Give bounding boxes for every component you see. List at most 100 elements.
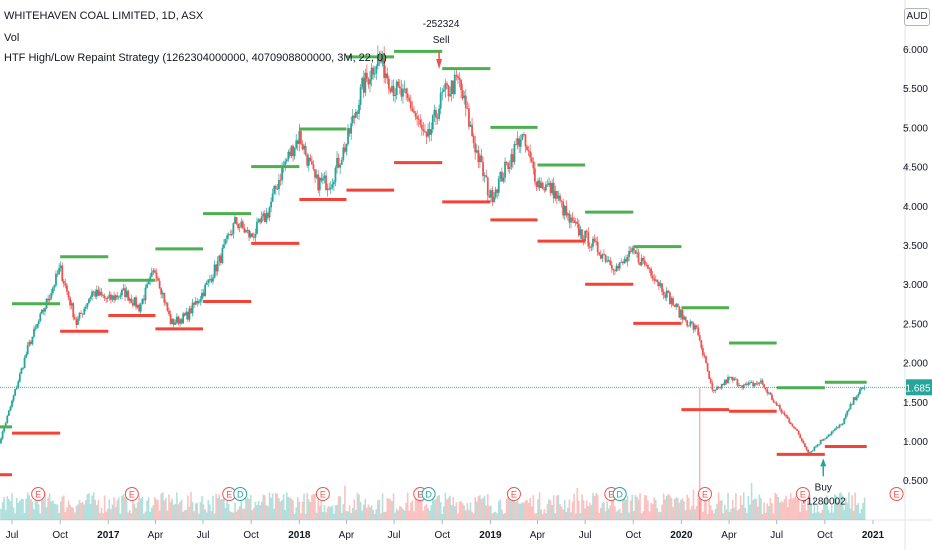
event-label: E: [608, 490, 614, 500]
candle-body: [196, 301, 199, 304]
candle-body: [540, 182, 543, 188]
volume-bar: [538, 492, 541, 520]
candle-body: [130, 298, 133, 304]
candle-body: [224, 238, 227, 245]
volume-bar: [238, 506, 241, 520]
candle-body: [734, 378, 737, 380]
candle-body: [81, 313, 84, 315]
candle-body: [160, 288, 163, 295]
candle-body: [194, 301, 197, 305]
candle-body: [419, 119, 422, 125]
volume-bar: [367, 504, 370, 520]
volume-bar: [422, 510, 425, 520]
candle-body: [504, 161, 506, 178]
candle-body: [449, 94, 451, 97]
volume-bar: [816, 503, 819, 520]
volume-bar: [122, 493, 125, 520]
volume-bar: [543, 509, 546, 520]
candle-body: [738, 385, 740, 386]
earnings-marker[interactable]: E: [795, 487, 810, 501]
volume-bar: [607, 508, 610, 520]
volume-bar: [464, 510, 467, 520]
dividend-marker[interactable]: D: [233, 487, 248, 501]
candle-body: [155, 272, 158, 279]
volume-bar: [730, 508, 732, 520]
volume-bar: [625, 499, 627, 520]
candle-body: [700, 340, 703, 349]
candle-body: [628, 250, 630, 258]
volume-bar: [41, 495, 43, 520]
candle-body: [469, 124, 472, 127]
candle-body: [345, 143, 348, 152]
candle-body: [227, 234, 230, 236]
candle-body: [110, 294, 112, 300]
volume-bar: [680, 499, 682, 520]
candle-body: [675, 303, 678, 307]
earnings-marker[interactable]: E: [31, 487, 46, 501]
dividend-marker[interactable]: D: [421, 487, 436, 501]
candle-body: [237, 224, 240, 229]
candle-body: [315, 174, 318, 178]
volume-bar: [28, 495, 31, 520]
volume-bar: [91, 495, 93, 520]
currency-button[interactable]: AUD: [904, 8, 930, 26]
volume-bar: [651, 504, 654, 520]
candle-body: [234, 217, 236, 224]
volume-bar: [659, 511, 662, 520]
candle-body: [97, 289, 100, 296]
candle-body: [317, 174, 320, 191]
candle-body: [656, 279, 659, 283]
candle-body: [267, 212, 269, 218]
volume-bar: [827, 509, 830, 520]
candle-body: [29, 341, 32, 344]
earnings-marker[interactable]: E: [124, 487, 139, 501]
candle-body: [604, 254, 607, 262]
volume-bar: [249, 495, 252, 520]
volume-bar: [753, 498, 756, 520]
candle-body: [204, 284, 207, 297]
volume-bar: [64, 512, 67, 520]
volume-bar: [179, 501, 181, 520]
earnings-marker[interactable]: E: [889, 487, 904, 501]
volume-bar: [267, 506, 269, 520]
candle-body: [579, 229, 582, 236]
candle-body: [789, 422, 792, 425]
x-tick-label: Jul: [770, 530, 783, 541]
volume-bar: [348, 505, 351, 520]
candle-body: [458, 77, 461, 80]
candle-body: [230, 233, 233, 236]
volume-bar: [851, 495, 853, 520]
candle-body: [89, 297, 92, 300]
volume-bar: [771, 503, 773, 520]
volume-bar: [532, 495, 535, 520]
volume-bar: [779, 502, 781, 520]
volume-bar: [66, 507, 68, 520]
candle-body: [546, 184, 549, 186]
volume-bar: [724, 504, 726, 520]
candle-body: [714, 389, 717, 391]
dividend-marker[interactable]: D: [612, 487, 627, 501]
candle-body: [113, 295, 115, 300]
candle-body: [491, 190, 494, 203]
volume-bar: [147, 497, 150, 520]
earnings-marker[interactable]: E: [506, 487, 521, 501]
candle-body: [648, 268, 651, 270]
candle-body: [422, 129, 425, 132]
earnings-marker[interactable]: E: [315, 487, 330, 501]
candle-body: [457, 75, 459, 78]
volume-bar: [366, 507, 368, 520]
candle-body: [596, 241, 599, 253]
candle-body: [711, 382, 714, 390]
volume-bar: [497, 501, 500, 520]
candle-body: [133, 297, 136, 306]
candle-body: [442, 89, 445, 92]
volume-bar: [841, 495, 844, 520]
volume-bar: [428, 510, 431, 520]
candle-body: [501, 171, 503, 182]
volume-bar: [187, 495, 189, 520]
volume-bar: [166, 510, 169, 520]
earnings-marker[interactable]: E: [697, 487, 712, 501]
volume-bar: [609, 505, 612, 520]
